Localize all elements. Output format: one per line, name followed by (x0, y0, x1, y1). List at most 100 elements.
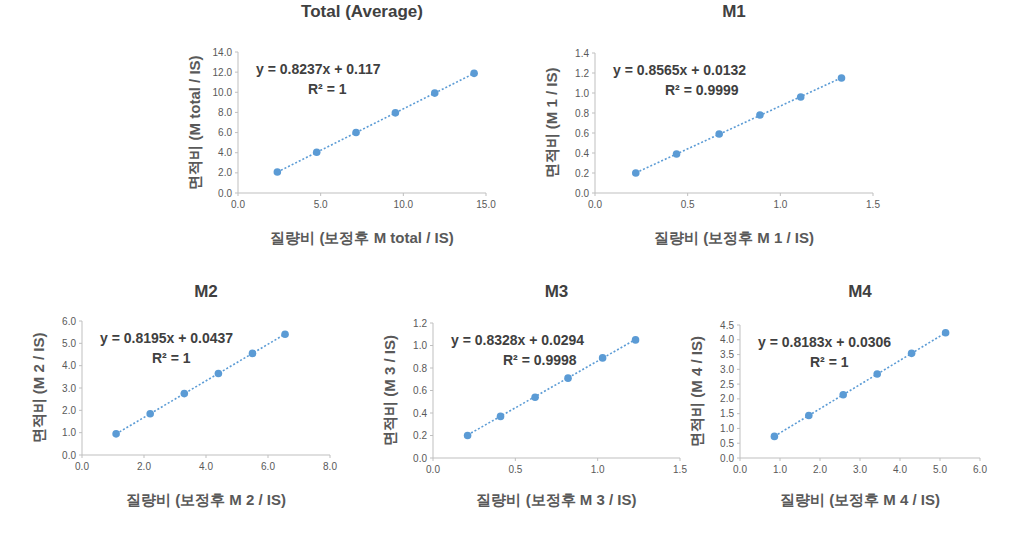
y-tick-label: 4.0 (62, 360, 76, 371)
x-tick (330, 455, 331, 458)
x-tick-label: 5.0 (933, 464, 947, 475)
x-tick-label: 0.0 (75, 461, 89, 472)
data-point (756, 111, 764, 119)
x-tick-label: 4.0 (199, 461, 213, 472)
y-tick-label: 1.0 (575, 88, 589, 99)
x-axis-label: 질량비 (보정후 M 4 / IS) (780, 491, 940, 508)
y-tick-label: 0.4 (413, 408, 427, 419)
x-tick (515, 458, 516, 461)
panel: M20.02.04.06.08.00.01.02.03.04.05.06.0질량… (30, 282, 337, 508)
y-tick (430, 458, 433, 459)
panel: M10.00.51.01.50.00.20.40.60.81.01.21.4질량… (543, 2, 880, 246)
x-tick-label: 1.0 (773, 199, 787, 210)
y-tick-label: 1.2 (575, 68, 589, 79)
y-tick (235, 52, 238, 53)
y-tick-label: 0.6 (413, 385, 427, 396)
data-point (599, 354, 607, 362)
y-tick-label: 3.0 (720, 364, 734, 375)
data-point (274, 168, 282, 176)
y-tick-label: 1.5 (720, 408, 734, 419)
x-tick (268, 455, 269, 458)
y-tick (737, 428, 740, 429)
y-tick (737, 398, 740, 399)
x-tick (900, 458, 901, 461)
y-tick (430, 368, 433, 369)
y-tick (235, 152, 238, 153)
x-tick (403, 193, 404, 196)
y-tick (592, 153, 595, 154)
y-axis-label: 면적비 (M 3 / IS) (381, 335, 398, 446)
data-point (942, 329, 950, 337)
x-tick-label: 1.5 (866, 199, 880, 210)
x-axis-line (433, 458, 680, 459)
x-tick-label: 15.0 (476, 199, 496, 210)
data-point (838, 74, 846, 82)
annotation: R² = 1 (308, 81, 347, 97)
x-axis-label: 질량비 (보정후 M 2 / IS) (126, 491, 286, 508)
x-tick-label: 1.0 (591, 464, 605, 475)
y-tick (592, 53, 595, 54)
x-axis-label: 질량비 (보정후 M 1 / IS) (654, 229, 814, 246)
x-tick (486, 193, 487, 196)
y-tick-label: 6.0 (62, 316, 76, 327)
data-point (797, 93, 805, 101)
trendline (277, 73, 474, 172)
y-tick (592, 193, 595, 194)
plot-area (632, 74, 845, 177)
plot-area (274, 70, 478, 176)
y-tick (79, 410, 82, 411)
x-tick-label: 0.0 (426, 464, 440, 475)
x-tick-label: 6.0 (973, 464, 987, 475)
y-tick-label: 6.0 (218, 127, 232, 138)
annotation: y = 0.8183x + 0.0306 (758, 334, 891, 350)
data-point (673, 150, 681, 158)
y-tick-label: 0.6 (575, 128, 589, 139)
data-point (771, 433, 779, 441)
y-axis-label: 면적비 (M 1 / IS) (543, 68, 560, 179)
trendline (468, 339, 636, 435)
annotation: R² = 1 (152, 350, 191, 366)
x-tick (980, 458, 981, 461)
x-tick-label: 2.0 (137, 461, 151, 472)
x-tick-label: 0.0 (733, 464, 747, 475)
y-tick-label: 2.0 (62, 405, 76, 416)
data-point (181, 390, 189, 398)
trendline (116, 334, 285, 434)
y-tick (737, 384, 740, 385)
y-tick-label: 8.0 (218, 107, 232, 118)
data-point (839, 391, 847, 399)
y-tick (592, 93, 595, 94)
data-point (632, 336, 640, 344)
x-tick (860, 458, 861, 461)
x-tick (820, 458, 821, 461)
y-tick (235, 132, 238, 133)
y-axis-line (740, 325, 741, 458)
chart-title: M4 (848, 282, 872, 301)
y-tick (79, 343, 82, 344)
x-tick (597, 458, 598, 461)
y-tick (235, 112, 238, 113)
y-tick (430, 345, 433, 346)
data-point (464, 432, 472, 440)
y-axis-label: 면적비 (M total / IS) (186, 55, 203, 189)
y-tick-label: 1.4 (575, 48, 589, 59)
y-tick (737, 369, 740, 370)
data-point (249, 350, 257, 358)
y-tick-label: 0.2 (575, 168, 589, 179)
y-tick-label: 2.0 (218, 167, 232, 178)
x-tick-label: 1.5 (673, 464, 687, 475)
y-tick (430, 435, 433, 436)
panel: Total (Average)0.05.010.015.00.02.04.06.… (186, 2, 496, 246)
y-tick (737, 443, 740, 444)
x-axis-label: 질량비 (보정후 M 3 / IS) (476, 491, 636, 508)
y-tick (235, 193, 238, 194)
y-tick-label: 2.0 (720, 393, 734, 404)
x-tick-label: 3.0 (853, 464, 867, 475)
y-axis-line (595, 53, 596, 193)
y-tick (592, 73, 595, 74)
annotation: y = 0.8565x + 0.0132 (613, 62, 746, 78)
plot-area (464, 336, 640, 439)
x-tick (320, 193, 321, 196)
data-point (281, 330, 289, 338)
data-point (873, 370, 881, 378)
